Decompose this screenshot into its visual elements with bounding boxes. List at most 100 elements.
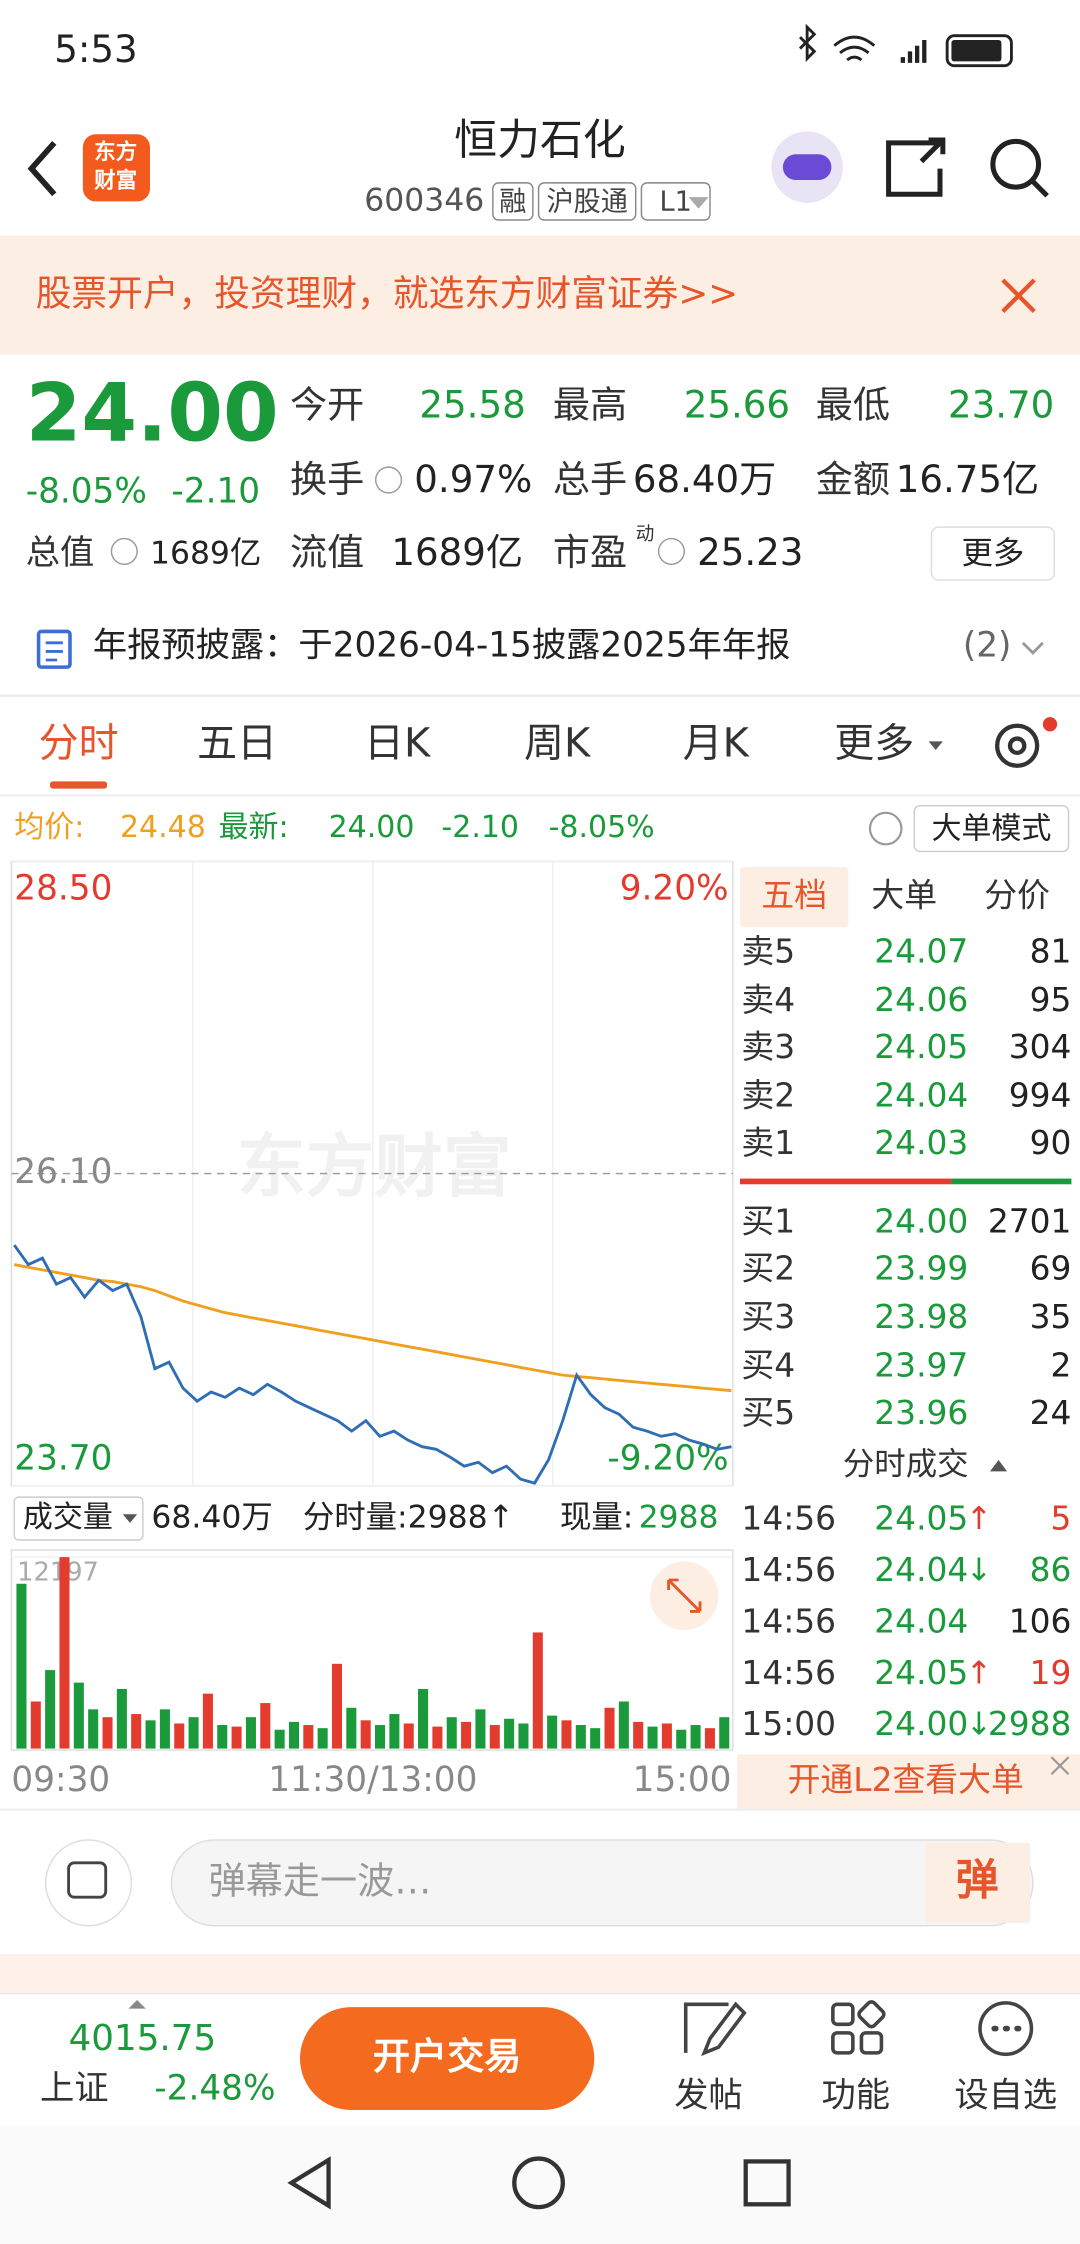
trade-volume: 106 (1009, 1602, 1072, 1640)
volume-total: 68.40万 (151, 1500, 272, 1536)
book-volume: 2 (1051, 1347, 1072, 1385)
divider (0, 694, 1080, 698)
avg-value: 24.48 (120, 810, 206, 845)
volume-bar (145, 1720, 156, 1749)
info-icon (657, 537, 685, 565)
book-price: 23.96 (874, 1394, 968, 1432)
mode-button[interactable]: 大单模式 (931, 811, 1051, 846)
period-tab[interactable]: 月K (683, 721, 751, 767)
post-icon[interactable] (683, 2001, 747, 2057)
comment-input[interactable] (170, 1839, 1034, 1927)
volume-bar (446, 1717, 457, 1749)
l2-banner-bg[interactable] (737, 1754, 1080, 1809)
volume-bar (375, 1725, 386, 1749)
notice-icon (36, 629, 72, 669)
action-label[interactable]: 发帖 (674, 2076, 743, 2116)
y-tick-label: 12197 (17, 1557, 99, 1587)
index-toggle[interactable] (128, 1999, 146, 2009)
book-volume: 81 (1030, 932, 1072, 970)
trade-price: 24.04 (874, 1602, 968, 1640)
y2-tick-label: 9.20% (620, 869, 729, 909)
trade-time: 14:56 (741, 1500, 836, 1538)
tab-dropdown[interactable] (928, 741, 943, 750)
watchlist-icon[interactable] (978, 2001, 1034, 2057)
volume-dropdown[interactable] (122, 1514, 138, 1523)
more-button[interactable]: 更多 (961, 535, 1024, 571)
period-tab[interactable]: 更多 (834, 721, 914, 767)
volume-bar (59, 1557, 70, 1749)
notice-text: 年报预披露：于2026-04-15披露2025年年报 (93, 626, 791, 666)
mode-button-bg[interactable] (913, 804, 1070, 853)
book-volume: 95 (1030, 981, 1072, 1019)
trades-toggle[interactable] (990, 1460, 1008, 1472)
trade-direction: ↓ (966, 1552, 992, 1588)
trade-time: 14:56 (741, 1602, 836, 1640)
more-button-bg[interactable] (930, 526, 1055, 581)
book-level: 卖3 (741, 1028, 795, 1066)
x-tick-label: 15:00 (633, 1760, 732, 1800)
stock-tag: 沪股通 (546, 186, 627, 217)
stat-value: 68.40万 (633, 458, 776, 501)
volume-bar (202, 1693, 213, 1749)
nav-back[interactable] (287, 2156, 331, 2210)
trades-title: 分时成交 (843, 1447, 969, 1483)
volume-bar (461, 1721, 472, 1749)
trade-button-label[interactable]: 开户交易 (373, 2035, 522, 2078)
comment-icon-bg[interactable] (45, 1839, 133, 1927)
volume-bar (45, 1670, 56, 1749)
action-label[interactable]: 功能 (821, 2076, 890, 2116)
nav-home[interactable] (512, 2156, 565, 2210)
stat-value: 0.97% (414, 458, 532, 501)
danmaku-button-bg[interactable] (925, 1842, 1030, 1923)
l2-promo[interactable]: 开通L2查看大单 (788, 1761, 1024, 1799)
period-tab[interactable]: 分时 (39, 721, 119, 767)
trade-button[interactable] (300, 2007, 595, 2110)
action-label[interactable]: 设自选 (954, 2076, 1057, 2116)
volume-bar (116, 1688, 127, 1749)
settings-icon[interactable] (994, 723, 1040, 768)
share-icon[interactable] (886, 137, 946, 197)
banner-text: 股票开户，投资理财，就选东方财富证券>> (36, 274, 739, 315)
volume-bar (389, 1714, 400, 1749)
banner-close[interactable] (1001, 278, 1036, 313)
volume-bar (317, 1728, 328, 1749)
volume-selector-bg[interactable] (13, 1496, 144, 1541)
info-icon (375, 466, 403, 494)
trade-volume: 19 (1030, 1654, 1072, 1692)
comment-placeholder: 弹幕走一波… (209, 1859, 432, 1902)
function-icon[interactable] (831, 2000, 886, 2055)
notice-chevron[interactable] (1021, 641, 1044, 655)
stat-label: 最高 (553, 384, 627, 427)
volume-bar (16, 1583, 27, 1749)
volume-bar (331, 1663, 343, 1749)
book-level: 买5 (741, 1394, 795, 1432)
nav-recent[interactable] (743, 2159, 791, 2207)
book-tab[interactable]: 分价 (984, 877, 1050, 915)
volume-bar (489, 1725, 500, 1749)
trade-volume: 2988 (988, 1705, 1072, 1743)
volume-bar (30, 1701, 41, 1749)
stat-superscript: 动 (636, 524, 655, 545)
back-button[interactable] (27, 140, 57, 197)
volume-bar (288, 1721, 299, 1749)
volume-bar (618, 1701, 629, 1749)
danmaku-button[interactable]: 弹 (956, 1855, 999, 1905)
divider (0, 1808, 1080, 1811)
banner-bg[interactable] (0, 235, 1080, 355)
search-icon[interactable] (990, 138, 1042, 190)
code-dropdown[interactable] (688, 197, 709, 209)
y-tick-label: 26.10 (14, 1152, 112, 1192)
l2-close[interactable] (1050, 1756, 1070, 1776)
book-tab[interactable]: 大单 (871, 877, 937, 915)
book-price: 24.04 (874, 1077, 968, 1115)
volume-bar (260, 1703, 271, 1749)
volume-bar (661, 1723, 672, 1749)
period-tab[interactable]: 周K (524, 721, 592, 767)
period-tab[interactable]: 五日 (197, 721, 277, 767)
period-tab[interactable]: 日K (364, 721, 432, 767)
book-tab[interactable]: 五档 (761, 877, 827, 915)
stat-label: 总值 (26, 533, 95, 573)
book-level: 卖2 (741, 1077, 795, 1115)
help-icon[interactable] (868, 811, 903, 846)
volume-selector[interactable]: 成交量 (23, 1500, 113, 1535)
